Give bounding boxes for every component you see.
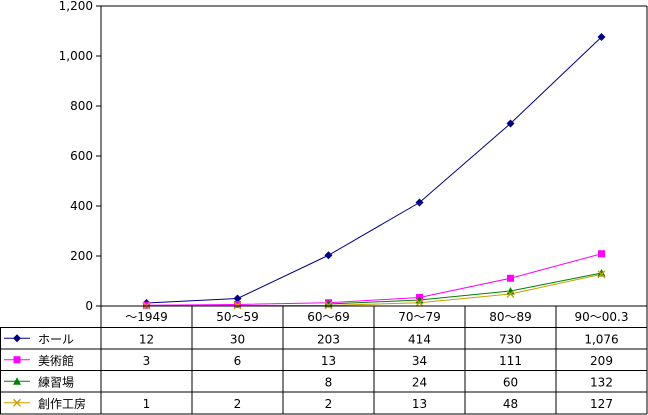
y-tick-label: 400 (70, 199, 93, 213)
series-4-line (146, 273, 602, 307)
series-2-legend-label: 美術館 (38, 353, 74, 368)
series-1-point (324, 251, 333, 260)
x-tick-label: 70～79 (398, 310, 441, 324)
series-4-value: 127 (590, 397, 613, 411)
x-marker-stroke (506, 290, 515, 298)
y-tick-label: 0 (85, 299, 93, 313)
series-2-legend-marker (13, 356, 21, 364)
series-2-point (234, 301, 241, 308)
series-1-point (415, 198, 424, 207)
series-1-value: 414 (408, 332, 431, 346)
series-3-value: 132 (590, 375, 613, 389)
y-tick-label: 800 (70, 99, 93, 113)
series-1-value: 1,076 (584, 332, 618, 346)
series-4-point (415, 298, 424, 307)
series-3-line (328, 272, 602, 305)
x-marker-stroke (13, 398, 21, 407)
y-axis-ticks: 0 200 400 600 800 1,000 1,200 (59, 0, 101, 313)
series-4-value: 2 (325, 397, 333, 411)
y-tick-label: 600 (70, 149, 93, 163)
series-1-line (146, 36, 602, 304)
series-lines (146, 36, 602, 307)
series-2-value: 13 (321, 354, 336, 368)
series-1-legend-label: ホール (38, 332, 74, 346)
series-4-value: 48 (503, 397, 518, 411)
series-2-value: 3 (143, 354, 151, 368)
series-3-point (597, 269, 606, 277)
series-2-value: 111 (499, 354, 522, 368)
series-4-point (597, 270, 606, 279)
series-2-line (146, 253, 602, 306)
series-2-value: 34 (412, 354, 427, 368)
series-3-value: 60 (503, 375, 518, 389)
series-1-value: 203 (317, 332, 340, 346)
series-3-value: 24 (412, 375, 427, 389)
series-1-point (597, 33, 606, 41)
series-4-legend-marker (13, 398, 21, 407)
series-3-legend-marker (13, 377, 21, 385)
series-4-value: 2 (234, 397, 242, 411)
y-tick-label: 1,200 (59, 0, 93, 13)
series-1-point (506, 119, 515, 128)
x-marker-stroke (597, 270, 606, 279)
series-1-value: 30 (230, 332, 245, 346)
x-tick-label: 60～69 (307, 310, 350, 324)
series-1-value: 730 (499, 332, 522, 346)
series-1-point (233, 294, 242, 303)
x-tick-label: 80～89 (489, 310, 532, 324)
series-markers (142, 33, 606, 310)
y-tick-label: 1,000 (59, 49, 93, 63)
series-2-point (598, 250, 605, 258)
series-1-value: 12 (139, 332, 154, 346)
axes (100, 5, 648, 306)
series-4-legend-label: 創作工房 (38, 396, 86, 411)
series-1-legend-marker (13, 334, 21, 343)
series-2-value: 6 (234, 354, 242, 368)
series-2-value: 209 (590, 354, 613, 368)
series-4-point (506, 290, 515, 298)
series-4-value: 1 (143, 397, 151, 411)
x-tick-label: 50～59 (216, 310, 259, 324)
series-2-point (507, 274, 514, 282)
series-4-value: 13 (412, 397, 427, 411)
y-tick-label: 200 (70, 249, 93, 263)
series-3-value: 8 (325, 375, 333, 389)
x-tick-label: 90～00.3 (575, 310, 629, 324)
x-tick-label: ～1949 (125, 310, 168, 324)
x-marker-stroke (415, 298, 424, 307)
series-3-legend-label: 練習場 (38, 375, 74, 389)
